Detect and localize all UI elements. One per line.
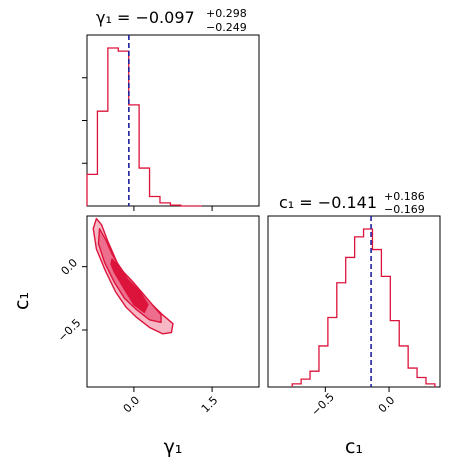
- c1-hist-steps: [291, 228, 436, 387]
- joint-ylabel: c₁: [11, 292, 33, 310]
- c1-hist-frame: [267, 215, 441, 388]
- joint-ytick-label: −0.5: [55, 316, 83, 344]
- joint-frame: [86, 215, 260, 388]
- gamma1-title-minus: −0.249: [206, 21, 247, 34]
- joint-xtick-label: 1.5: [199, 394, 221, 416]
- gamma1-title: γ₁ = −0.097: [96, 8, 195, 27]
- c1-title-minus: −0.169: [384, 203, 425, 216]
- c1-xlabel: c₁: [345, 436, 363, 458]
- gamma1-hist-frame: [86, 34, 260, 207]
- gamma1-hist-steps: [86, 47, 202, 207]
- joint-contours: [92, 217, 174, 335]
- joint-ytick-label: 0.0: [59, 256, 81, 278]
- c1-histogram: [291, 216, 436, 387]
- joint-xtick-label: 0.0: [121, 394, 143, 416]
- contour-middle: [97, 227, 162, 324]
- c1-title: c₁ = −0.141: [279, 193, 377, 212]
- contour-inner: [110, 258, 149, 313]
- joint-xlabel: γ₁: [164, 436, 183, 458]
- c1-xtick-label: −0.5: [309, 390, 337, 418]
- c1-xtick-label: 0.0: [376, 394, 398, 416]
- c1-title-plus: +0.186: [384, 190, 425, 203]
- gamma1-histogram: [86, 35, 202, 207]
- gamma1-title-plus: +0.298: [206, 7, 247, 20]
